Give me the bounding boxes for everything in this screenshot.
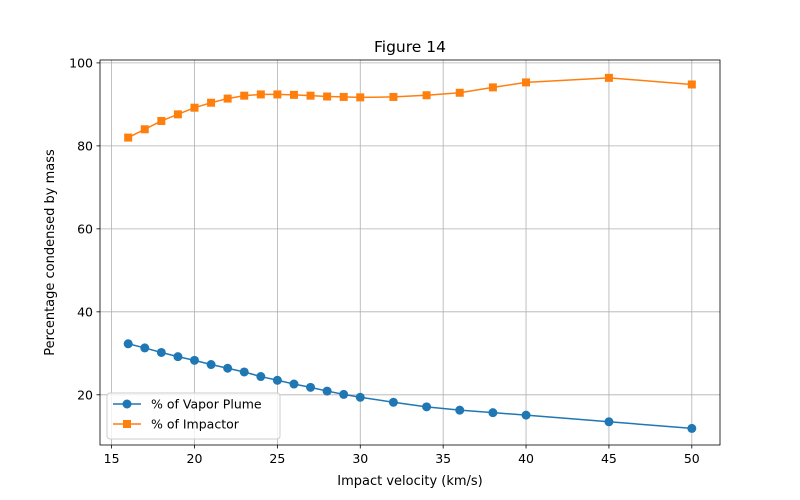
data-point-impactor	[306, 91, 315, 100]
x-axis-label: Impact velocity (km/s)	[337, 474, 483, 489]
data-point-impactor	[488, 83, 497, 92]
data-point-impactor	[223, 94, 232, 103]
data-point-vapor-plume	[140, 343, 150, 353]
data-point-vapor-plume	[156, 347, 166, 357]
data-point-vapor-plume	[239, 367, 249, 377]
data-point-impactor	[604, 73, 613, 82]
y-axis: 20 40 60 80 100	[69, 55, 100, 402]
y-tick-label: 100	[69, 55, 93, 70]
y-axis-label: Percentage condensed by mass	[43, 149, 58, 356]
data-point-impactor	[140, 125, 149, 134]
data-point-vapor-plume	[339, 389, 349, 399]
data-point-impactor	[422, 91, 431, 100]
grid-lines	[100, 60, 720, 445]
x-tick-label: 25	[269, 451, 285, 466]
chart-title: Figure 14	[374, 38, 446, 56]
data-point-impactor	[339, 92, 348, 101]
x-tick-label: 40	[518, 451, 534, 466]
data-point-vapor-plume	[306, 382, 316, 392]
data-point-impactor	[173, 110, 182, 119]
x-tick-label: 20	[187, 451, 203, 466]
x-tick-label: 15	[104, 451, 120, 466]
data-point-vapor-plume	[455, 405, 465, 415]
data-point-vapor-plume	[289, 379, 299, 389]
series-line-impactor	[127, 77, 692, 139]
data-point-vapor-plume	[488, 408, 498, 418]
y-tick-label: 40	[77, 304, 93, 319]
legend-marker-vapor-plume	[122, 399, 132, 409]
data-point-vapor-plume	[272, 375, 282, 385]
data-point-impactor	[356, 93, 365, 102]
plot-frame	[99, 59, 721, 446]
data-point-impactor	[190, 103, 199, 112]
data-point-impactor	[289, 90, 298, 99]
legend: % of Vapor Plume % of Impactor	[106, 392, 281, 440]
data-point-vapor-plume	[355, 392, 365, 402]
data-point-vapor-plume	[223, 363, 233, 373]
x-tick-label: 50	[684, 451, 700, 466]
y-tick-label: 60	[77, 221, 93, 236]
data-point-vapor-plume	[422, 402, 432, 412]
x-tick-label: 45	[601, 451, 617, 466]
x-tick-label: 30	[352, 451, 368, 466]
data-point-impactor	[522, 78, 531, 87]
y-tick-label: 80	[77, 138, 93, 153]
data-point-impactor	[273, 90, 282, 99]
legend-marker-impactor	[123, 420, 131, 428]
series-line-vapor-plume	[127, 343, 692, 430]
data-point-vapor-plume	[256, 372, 266, 382]
series-group	[123, 73, 697, 433]
data-point-impactor	[124, 133, 133, 142]
data-point-impactor	[207, 98, 216, 107]
data-point-vapor-plume	[687, 423, 697, 433]
data-point-impactor	[455, 88, 464, 97]
data-point-impactor	[389, 92, 398, 101]
y-tick-label: 20	[77, 387, 93, 402]
data-point-vapor-plume	[388, 397, 398, 407]
data-point-impactor	[157, 116, 166, 125]
data-point-vapor-plume	[604, 417, 614, 427]
data-point-impactor	[256, 90, 265, 99]
data-point-vapor-plume	[173, 352, 183, 362]
x-axis: 15 20 25 30 35 40 45 50	[104, 445, 700, 466]
data-point-impactor	[240, 91, 249, 100]
legend-box	[106, 392, 281, 440]
data-point-vapor-plume	[123, 339, 133, 349]
data-point-vapor-plume	[521, 410, 531, 420]
data-point-impactor	[323, 92, 332, 101]
legend-label-impactor: % of Impactor	[151, 417, 240, 432]
data-point-vapor-plume	[206, 360, 216, 370]
x-tick-label: 35	[435, 451, 451, 466]
data-point-vapor-plume	[189, 355, 199, 365]
data-point-vapor-plume	[322, 386, 332, 396]
legend-label-vapor-plume: % of Vapor Plume	[151, 397, 262, 412]
data-point-impactor	[687, 80, 696, 89]
